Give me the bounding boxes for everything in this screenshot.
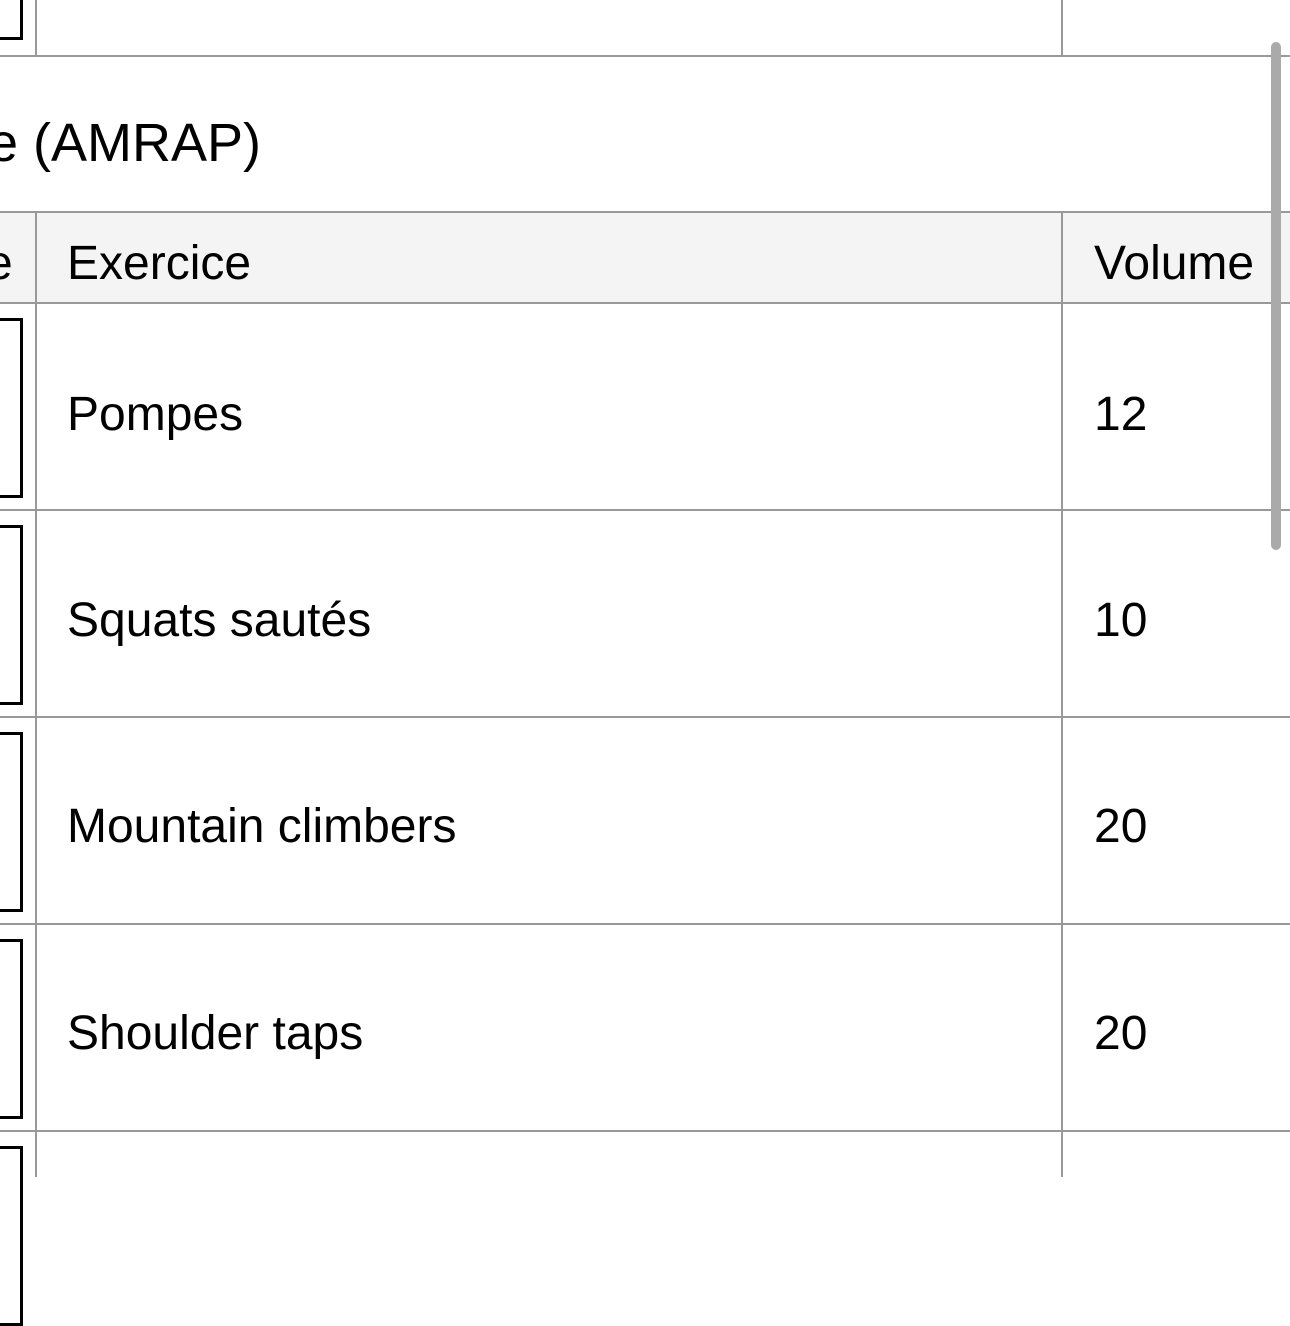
header-volume: Volume <box>1094 237 1255 290</box>
exercise-volume: 20 <box>1094 800 1148 853</box>
checkbox[interactable] <box>0 525 23 705</box>
divider <box>0 716 1290 718</box>
divider <box>0 1130 1290 1132</box>
table-header <box>0 212 1290 303</box>
divider <box>0 55 1290 57</box>
exercise-name: Pompes <box>67 388 244 441</box>
checkbox[interactable] <box>0 732 23 912</box>
divider <box>0 211 1290 213</box>
scrollbar[interactable] <box>1271 42 1281 550</box>
checkbox[interactable] <box>0 0 23 40</box>
column-divider <box>1061 0 1063 56</box>
exercise-name: Squats sautés <box>67 594 372 647</box>
exercise-volume: 10 <box>1094 594 1148 647</box>
exercise-volume: 12 <box>1094 388 1148 441</box>
section-title: e (AMRAP) <box>0 113 262 173</box>
divider <box>0 923 1290 925</box>
column-divider <box>1061 212 1063 1177</box>
column-divider <box>35 0 37 56</box>
divider <box>0 302 1290 304</box>
exercise-volume: 20 <box>1094 1007 1148 1060</box>
checkbox[interactable] <box>0 1146 23 1326</box>
column-divider <box>35 212 37 1177</box>
header-exercise: Exercice <box>67 237 252 290</box>
exercise-name: Shoulder taps <box>67 1007 364 1060</box>
header-col-1: e <box>0 240 13 288</box>
checkbox[interactable] <box>0 939 23 1119</box>
checkbox[interactable] <box>0 318 23 498</box>
exercise-name: Mountain climbers <box>67 800 457 853</box>
divider <box>0 509 1290 511</box>
